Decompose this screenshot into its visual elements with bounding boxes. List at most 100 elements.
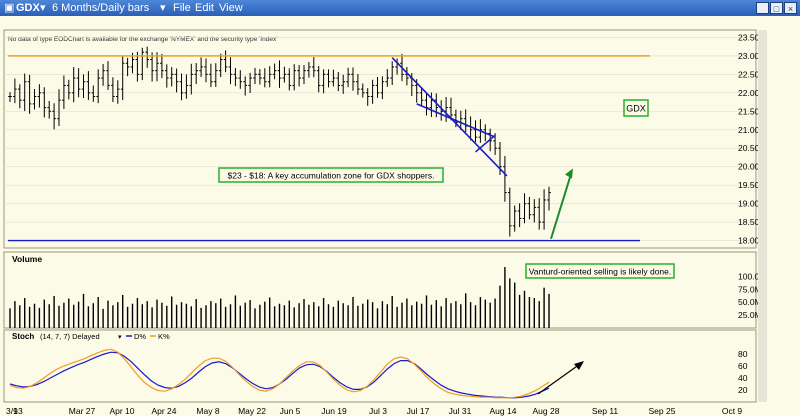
price-bar: [135, 51, 140, 82]
price-tick-label: 22.50: [738, 69, 760, 79]
price-bar: [272, 63, 277, 80]
price-bar: [199, 57, 203, 77]
price-bar: [111, 77, 115, 103]
price-bar: [292, 64, 296, 91]
price-bar: [503, 156, 507, 202]
price-bar: [405, 67, 409, 86]
accumulation-annotation[interactable]: $23 - $18: A key accumulation zone for G…: [218, 167, 444, 183]
price-bar: [228, 57, 233, 85]
symbol-label[interactable]: GDX: [623, 99, 649, 117]
price-tick-label: 23.00: [738, 51, 760, 61]
symbol-menu[interactable]: GDX: [16, 2, 40, 14]
minimize-button[interactable]: _: [756, 2, 769, 14]
price-bar: [253, 67, 257, 84]
stoch-tick-label: 60: [738, 361, 748, 371]
price-bar: [365, 88, 370, 106]
date-tick-label: Jun 19: [321, 406, 347, 416]
price-bar: [27, 74, 32, 114]
price-bar: [81, 74, 86, 98]
date-tick-label: 3/9: [6, 406, 18, 416]
stoch-panel: [3, 329, 757, 403]
price-bar: [522, 193, 527, 224]
scrollbar[interactable]: [758, 30, 767, 402]
price-bar: [101, 64, 105, 86]
price-bar: [356, 73, 360, 95]
price-tick-label: 21.50: [738, 106, 760, 116]
price-bar: [542, 189, 546, 230]
volume-tick-label: 75.0M: [738, 284, 762, 294]
date-tick-label: Oct 9: [722, 406, 743, 416]
period-dropdown-icon[interactable]: ▾: [160, 2, 166, 14]
price-bar: [321, 69, 326, 94]
price-bar: [361, 83, 365, 98]
price-grid: [4, 37, 756, 241]
price-bar: [96, 69, 100, 104]
price-bar: [351, 67, 355, 91]
price-bar: [174, 68, 179, 93]
price-bar: [532, 199, 537, 223]
price-bar: [375, 77, 380, 98]
close-button[interactable]: ×: [784, 2, 797, 14]
window-icon[interactable]: ▣: [4, 2, 15, 14]
symbol-dropdown-icon[interactable]: ▾: [40, 2, 46, 14]
price-bar: [214, 63, 218, 87]
price-bar: [184, 74, 189, 99]
menu-edit[interactable]: Edit: [195, 2, 214, 14]
price-bar: [331, 69, 336, 87]
price-bar: [473, 120, 478, 143]
price-bar: [463, 109, 468, 133]
price-bar: [204, 58, 208, 83]
price-tick-label: 19.50: [738, 180, 760, 190]
price-tick-label: 20.50: [738, 143, 760, 153]
maximize-button[interactable]: □: [770, 2, 783, 14]
chart-canvas[interactable]: No data of type EODChart is available fo…: [0, 16, 800, 416]
price-tick-label: 23.50: [738, 32, 760, 42]
price-bar: [116, 80, 120, 104]
period-menu[interactable]: 6 Months/Daily bars: [52, 2, 150, 14]
price-bar: [512, 205, 517, 232]
price-bar: [316, 66, 321, 93]
price-bar: [179, 73, 184, 101]
date-tick-label: Jul 31: [449, 406, 472, 416]
price-bar: [527, 196, 532, 220]
price-bar: [91, 85, 96, 102]
volume-tick-label: 25.0M: [738, 310, 762, 320]
date-tick-label: May 8: [196, 406, 219, 416]
price-bar: [37, 84, 42, 108]
date-tick-label: Jul 17: [407, 406, 430, 416]
price-bar: [120, 56, 125, 101]
price-bar: [341, 74, 345, 94]
price-tick-label: 22.00: [738, 88, 760, 98]
stoch-d-line: [9, 351, 550, 399]
price-bar: [233, 68, 238, 87]
stoch-dropdown-icon[interactable]: ▾: [118, 334, 122, 341]
price-bar: [209, 63, 213, 88]
price-bar: [62, 75, 66, 109]
stoch-k-legend: K%: [158, 332, 170, 341]
price-bar: [169, 67, 174, 87]
price-tick-label: 18.50: [738, 217, 760, 227]
menu-view[interactable]: View: [219, 2, 243, 14]
price-bar: [547, 186, 551, 211]
stoch-k-line: [9, 348, 550, 399]
menu-file[interactable]: File: [173, 2, 191, 14]
price-bar: [517, 203, 522, 228]
price-bar: [52, 103, 56, 130]
selling-annotation[interactable]: Vanturd-oriented selling is likely done.: [525, 263, 675, 279]
price-bar: [302, 65, 306, 85]
price-bar: [287, 68, 292, 91]
date-tick-label: Jun 5: [280, 406, 301, 416]
price-bar: [434, 93, 439, 118]
price-bar: [385, 68, 390, 87]
price-bars: [8, 46, 551, 237]
price-bar: [106, 61, 110, 90]
price-axis: 18.00 18.50 19.00 19.50 20.00 20.50 21.00 21.50…: [738, 32, 760, 245]
price-bar: [42, 87, 47, 118]
stoch-tick-label: 80: [738, 349, 748, 359]
price-bar: [424, 93, 429, 116]
price-bar: [282, 66, 287, 83]
price-bar: [160, 54, 164, 79]
price-bar: [297, 65, 301, 87]
downtrend-channel-upper: [391, 57, 508, 177]
price-bar: [18, 84, 22, 109]
